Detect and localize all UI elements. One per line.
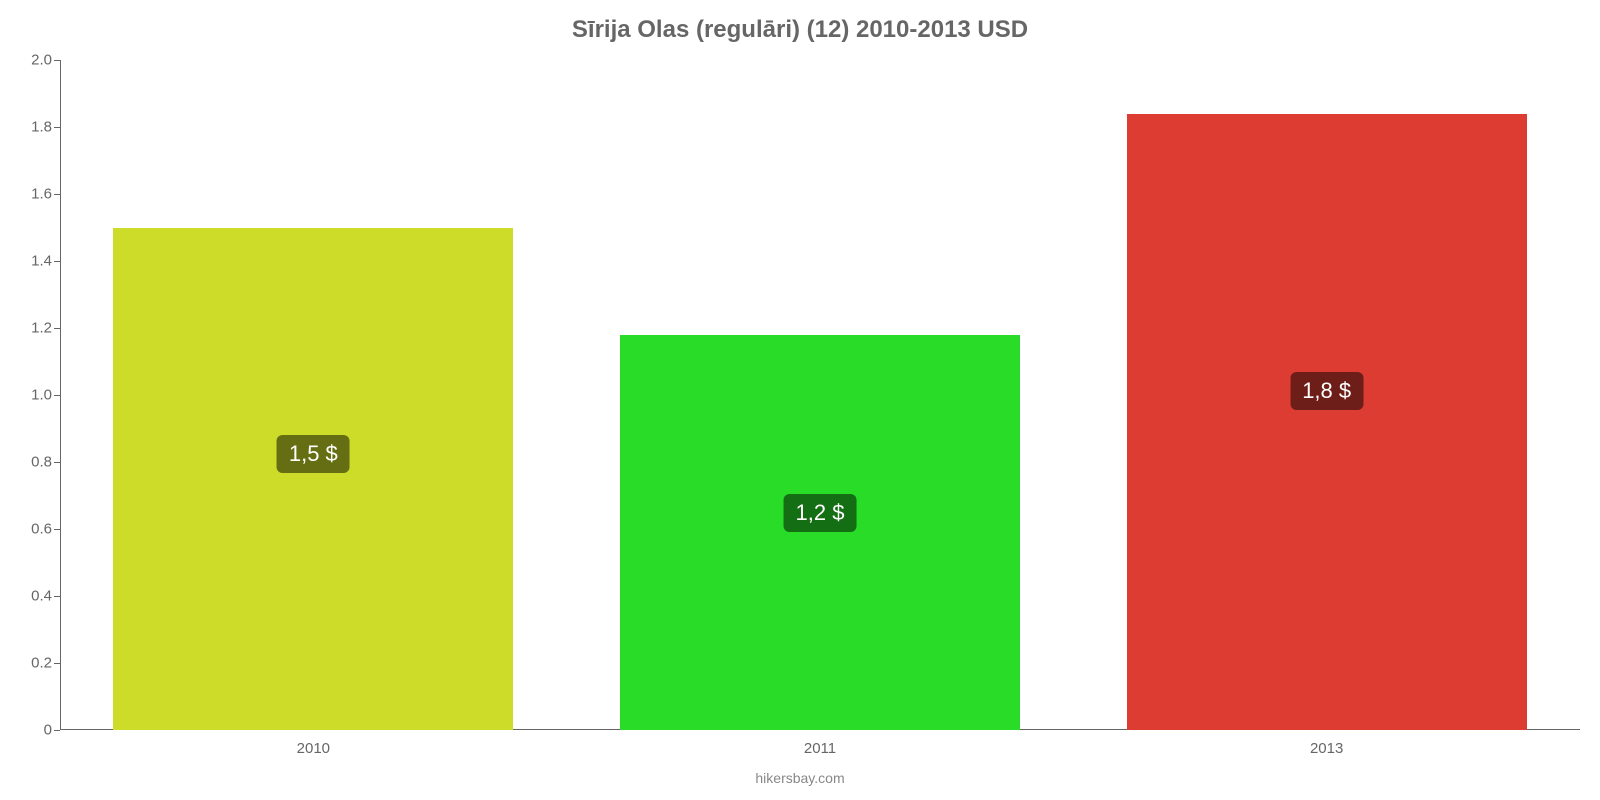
chart-title: Sīrija Olas (regulāri) (12) 2010-2013 US… <box>0 16 1600 44</box>
xtick-label: 2011 <box>804 730 836 757</box>
bar-value-label: 1,8 $ <box>1290 372 1363 410</box>
ytick-label: 1.6 <box>31 186 60 203</box>
ytick-label: 1.8 <box>31 119 60 136</box>
bar: 1,2 $ <box>620 335 1020 730</box>
bar-value-label: 1,2 $ <box>784 494 857 532</box>
ytick-label: 1.0 <box>31 387 60 404</box>
ytick-label: 0.2 <box>31 655 60 672</box>
ytick-label: 2.0 <box>31 52 60 69</box>
chart-plot-area: 00.20.40.60.81.01.21.41.61.82.01,5 $2010… <box>60 60 1580 730</box>
xtick-label: 2013 <box>1310 730 1343 757</box>
ytick-label: 1.4 <box>31 253 60 270</box>
bar: 1,5 $ <box>113 228 513 731</box>
bar-value-label: 1,5 $ <box>277 435 350 473</box>
y-axis <box>60 60 61 730</box>
ytick-label: 1.2 <box>31 320 60 337</box>
ytick-label: 0.4 <box>31 588 60 605</box>
chart-footer: hikersbay.com <box>0 770 1600 786</box>
xtick-label: 2010 <box>297 730 330 757</box>
ytick-label: 0.8 <box>31 454 60 471</box>
ytick-label: 0 <box>44 722 60 739</box>
ytick-label: 0.6 <box>31 521 60 538</box>
bar: 1,8 $ <box>1127 114 1527 730</box>
